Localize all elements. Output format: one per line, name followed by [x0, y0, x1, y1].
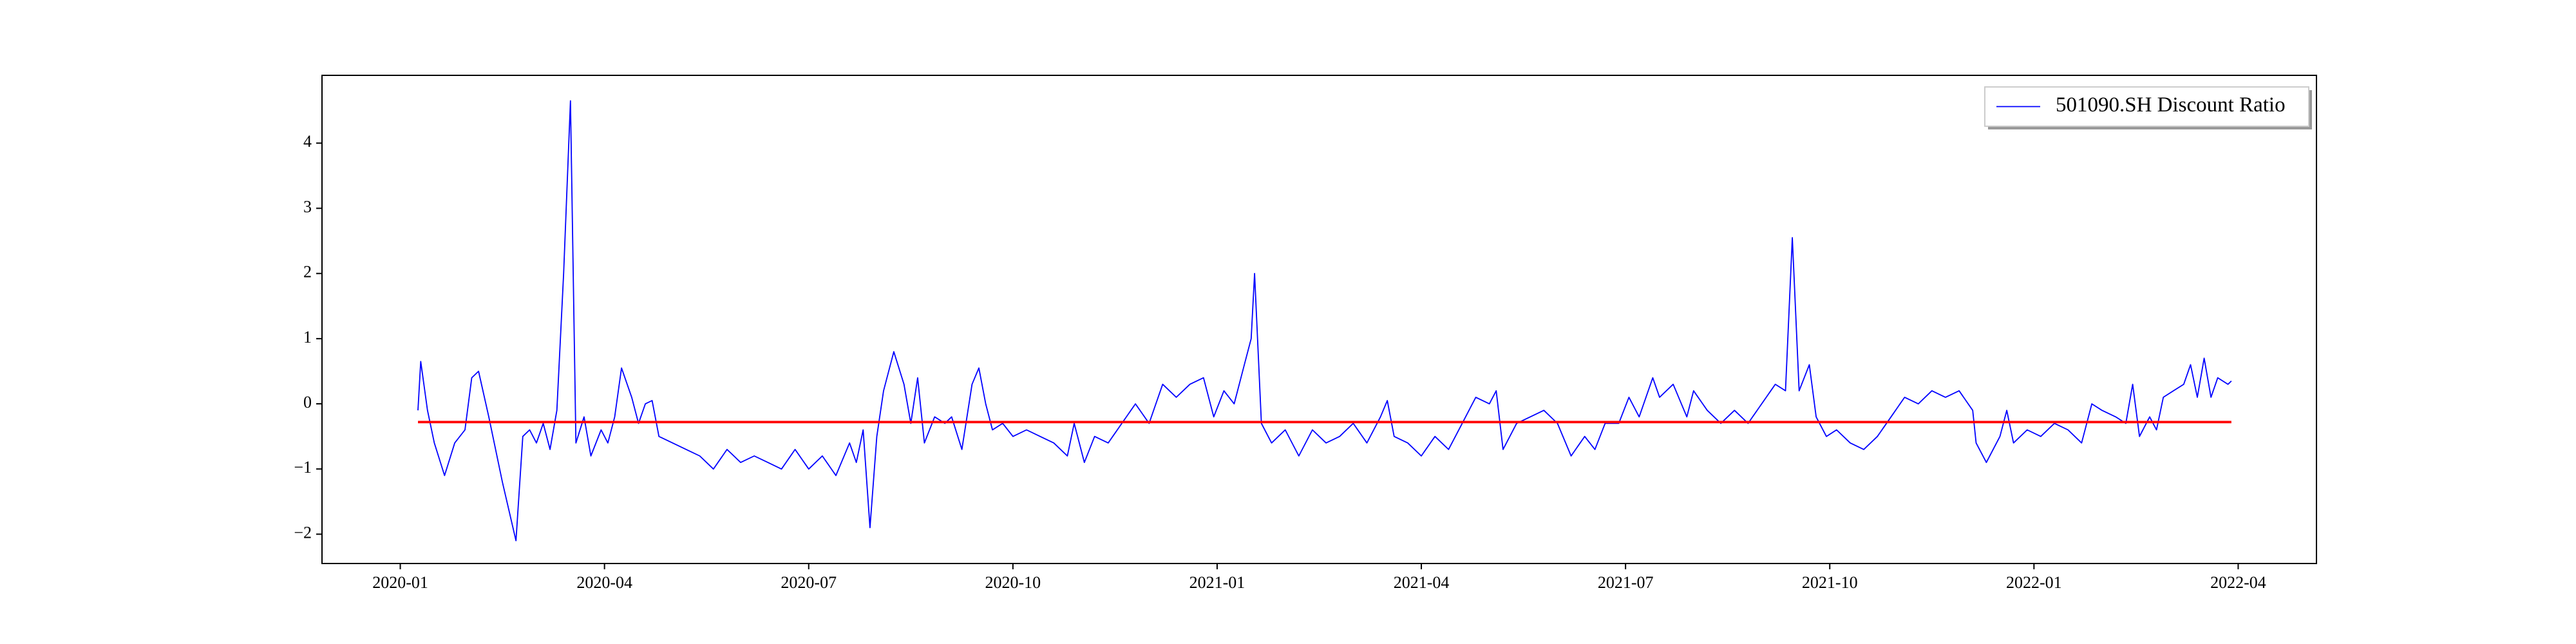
y-tick-label: −2: [294, 523, 312, 542]
y-tick-label: 2: [303, 263, 312, 281]
x-tick-label: 2021-01: [1189, 573, 1245, 592]
y-tick-label: 3: [303, 197, 312, 216]
x-tick-label: 2020-04: [576, 573, 632, 592]
legend-label: 501090.SH Discount Ratio: [2056, 93, 2286, 117]
x-tick-label: 2022-01: [2006, 573, 2062, 592]
x-tick-label: 2021-07: [1598, 573, 1654, 592]
x-tick-label: 2020-10: [985, 573, 1041, 592]
x-tick-label: 2022-04: [2210, 573, 2266, 592]
y-tick-label: 4: [303, 132, 312, 151]
x-tick-label: 2020-07: [781, 573, 837, 592]
x-tick-label: 2021-10: [1802, 573, 1858, 592]
plot-frame: [321, 75, 2317, 564]
x-tick-label: 2020-01: [372, 573, 428, 592]
y-tick-label: 1: [303, 328, 312, 346]
y-tick-label: −1: [294, 458, 312, 477]
x-tick-label: 2021-04: [1394, 573, 1450, 592]
y-tick-label: 0: [303, 393, 312, 412]
data-line: [417, 100, 2232, 542]
